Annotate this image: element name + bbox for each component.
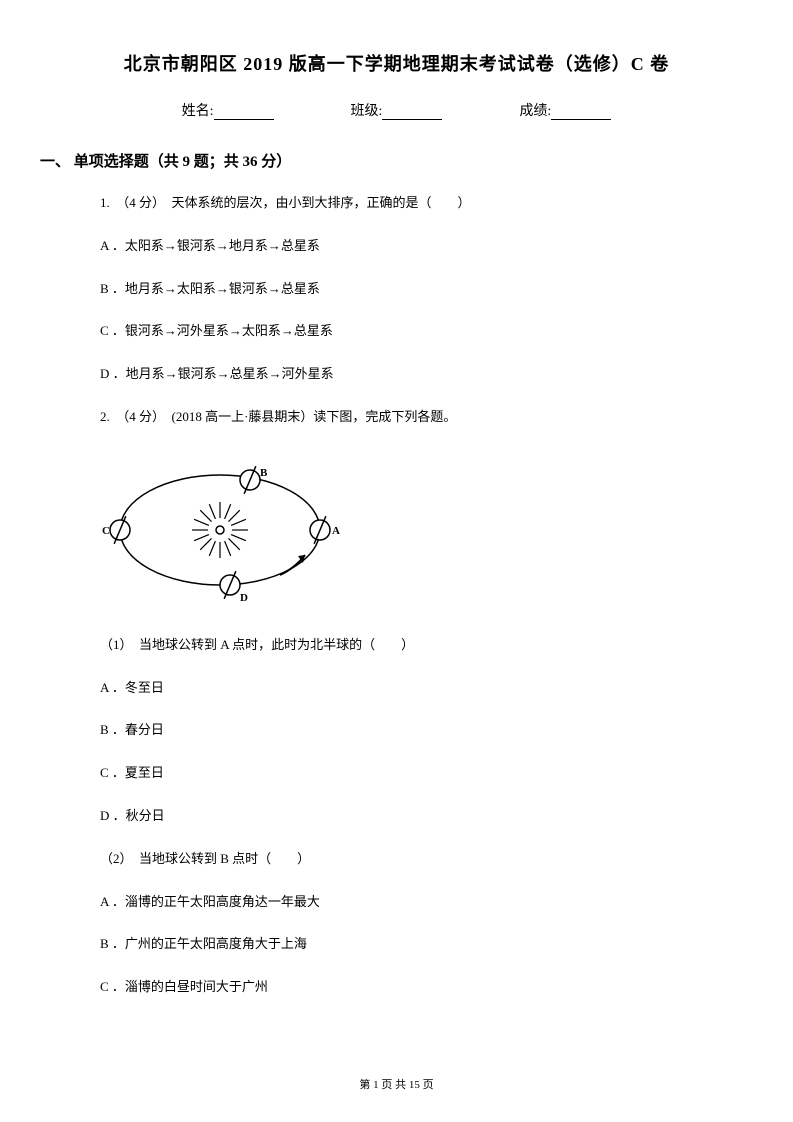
q1-option-c: C ．银河系→河外星系→太阳系→总星系: [100, 321, 723, 342]
footer-prefix: 第: [359, 1079, 373, 1091]
q2-sub2-stem: （2） 当地球公转到 B 点时（ ）: [100, 849, 723, 870]
name-label: 姓名:: [182, 100, 214, 120]
q2-sub1-option-c: C ．夏至日: [100, 763, 723, 784]
q2-sub1-option-b: B ．春分日: [100, 720, 723, 741]
q1-option-a: A ．太阳系→银河系→地月系→总星系: [100, 236, 723, 257]
q1-option-d: D ．地月系→银河系→总星系→河外星系: [100, 364, 723, 385]
svg-text:C: C: [102, 525, 110, 537]
q1-option-b: B ．地月系→太阳系→银河系→总星系: [100, 279, 723, 300]
q2-stem: 2. （4 分） (2018 高一上·藤县期末）读下图，完成下列各题。: [100, 407, 723, 428]
footer-middle: 页 共: [379, 1079, 409, 1091]
q2-sub2-option-c: C ．淄博的白昼时间大于广州: [100, 977, 723, 998]
orbit-diagram: A B C D: [100, 450, 723, 615]
page-footer: 第 1 页 共 15 页: [0, 1076, 793, 1092]
svg-text:D: D: [240, 592, 248, 604]
name-blank: [214, 104, 274, 120]
q2-sub2-option-a: A ．淄博的正午太阳高度角达一年最大: [100, 892, 723, 913]
q2-sub1-stem: （1） 当地球公转到 A 点时，此时为北半球的（ ）: [100, 635, 723, 656]
footer-total: 15: [409, 1079, 420, 1091]
q2-sub2-option-b: B ．广州的正午太阳高度角大于上海: [100, 934, 723, 955]
student-info-row: 姓名: 班级: 成绩:: [70, 100, 723, 120]
page-title: 北京市朝阳区 2019 版高一下学期地理期末考试试卷（选修）C 卷: [70, 50, 723, 76]
q1-stem: 1. （4 分） 天体系统的层次，由小到大排序，正确的是（ ）: [100, 193, 723, 214]
footer-suffix: 页: [420, 1079, 434, 1091]
section-number: 一、: [40, 154, 70, 170]
q2-sub1-option-d: D ．秋分日: [100, 806, 723, 827]
q2-sub1-option-a: A ．冬至日: [100, 678, 723, 699]
class-blank: [382, 104, 442, 120]
score-blank: [551, 104, 611, 120]
svg-text:A: A: [332, 525, 340, 537]
svg-text:B: B: [260, 467, 268, 479]
class-label: 班级:: [351, 100, 383, 120]
section-title: 单项选择题（共 9 题；共 36 分）: [74, 154, 292, 170]
score-label: 成绩:: [519, 100, 551, 120]
section-header: 一、 单项选择题（共 9 题；共 36 分）: [40, 150, 723, 171]
